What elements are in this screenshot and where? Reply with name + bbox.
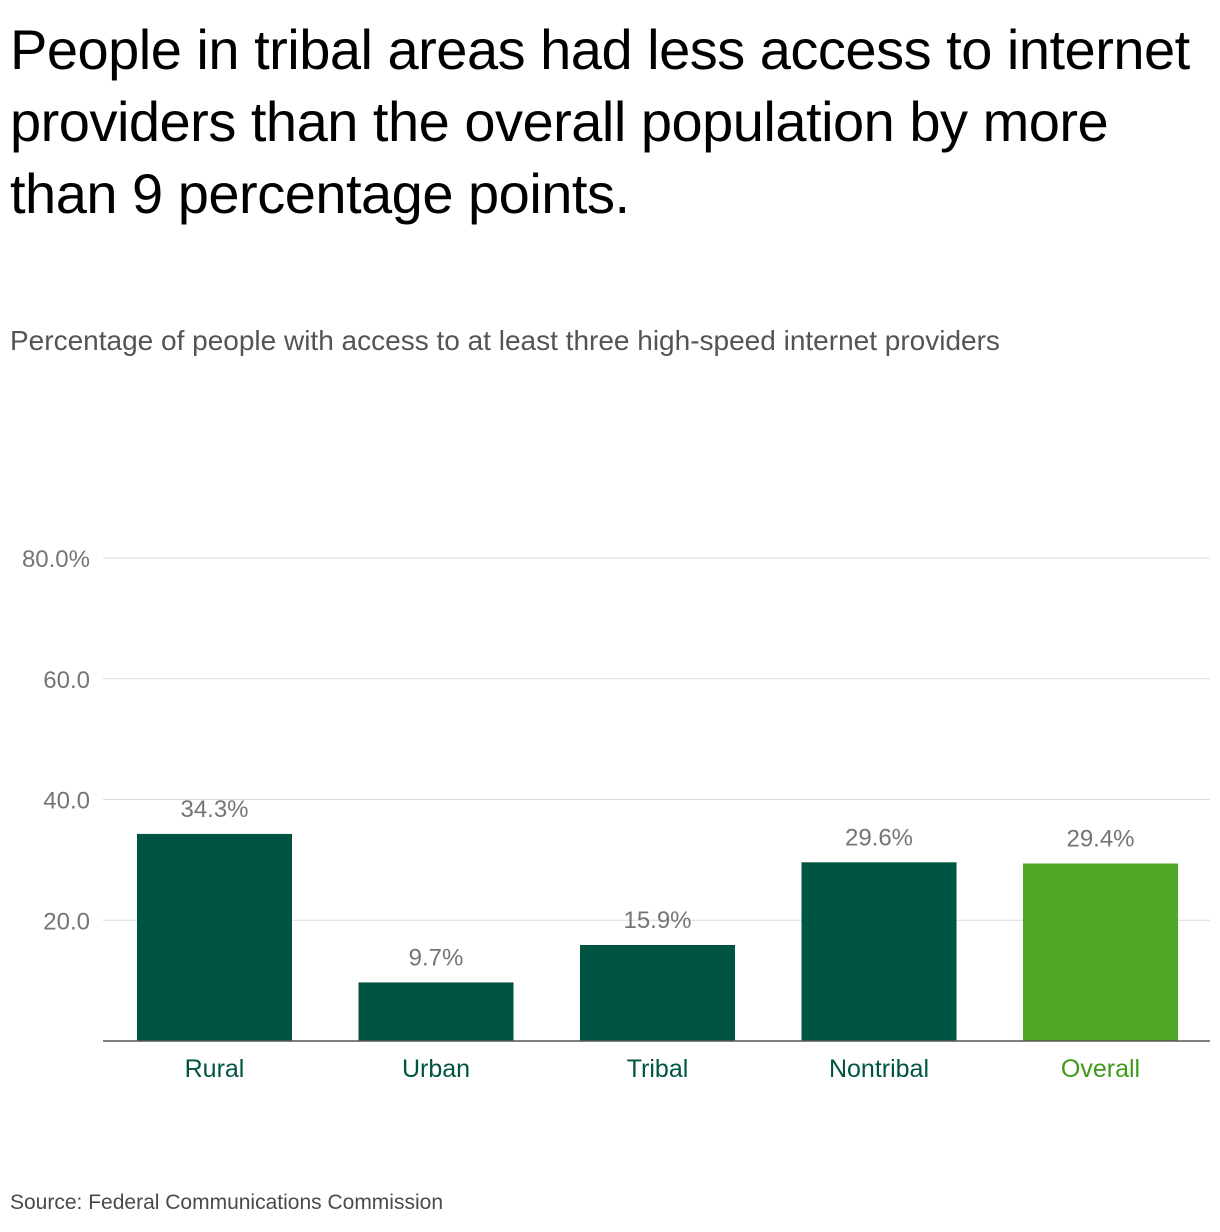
x-label-urban: Urban xyxy=(402,1055,470,1083)
source-note: Source: Federal Communications Commissio… xyxy=(10,1191,443,1214)
y-tick-label: 60.0 xyxy=(43,667,90,694)
y-axis-ticks: 20.0 40.0 60.0 80.0% xyxy=(22,546,90,935)
bar-overall xyxy=(1023,863,1178,1041)
bar-tribal xyxy=(580,945,735,1041)
x-label-nontribal: Nontribal xyxy=(829,1055,929,1083)
bars xyxy=(137,833,1178,1041)
y-tick-label: 80.0% xyxy=(22,546,90,573)
x-label-rural: Rural xyxy=(185,1055,245,1083)
chart-subtitle: Percentage of people with access to at l… xyxy=(10,325,1000,356)
bar-nontribal xyxy=(801,862,957,1041)
x-axis-labels: Rural Urban Tribal Nontribal Overall xyxy=(185,1055,1140,1083)
y-tick-label: 40.0 xyxy=(43,788,90,815)
bar-urban xyxy=(358,982,514,1041)
value-label-rural: 34.3% xyxy=(180,796,248,823)
x-label-overall: Overall xyxy=(1061,1055,1140,1083)
value-label-urban: 9.7% xyxy=(409,944,464,971)
chart-headline: People in tribal areas had less access t… xyxy=(10,18,1190,225)
y-tick-label: 20.0 xyxy=(43,908,90,935)
bar-rural xyxy=(137,833,292,1041)
value-label-overall: 29.4% xyxy=(1066,825,1134,852)
value-label-nontribal: 29.6% xyxy=(845,824,913,851)
x-label-tribal: Tribal xyxy=(627,1055,689,1083)
value-labels: 34.3% 9.7% 15.9% 29.6% 29.4% xyxy=(180,796,1134,972)
value-label-tribal: 15.9% xyxy=(623,907,691,934)
